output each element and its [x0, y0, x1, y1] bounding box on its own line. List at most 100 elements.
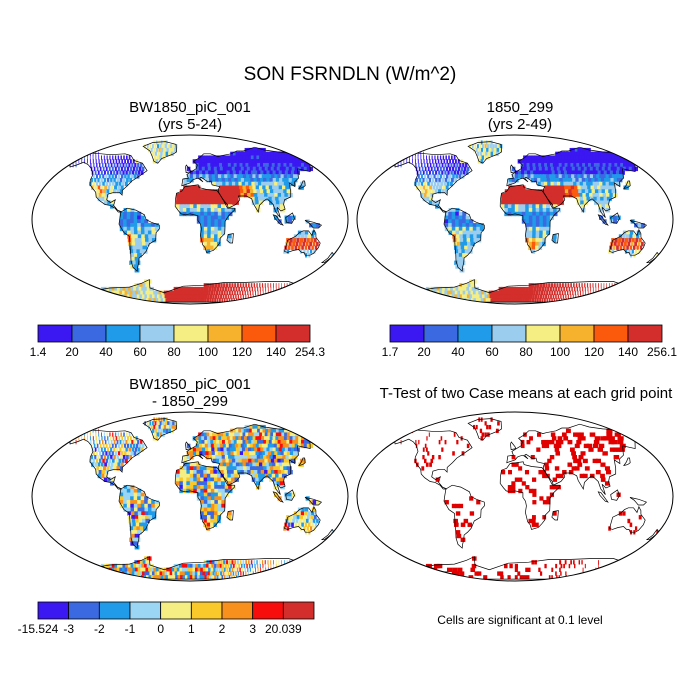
grid-cell	[274, 174, 280, 179]
grid-cell	[602, 219, 607, 224]
grid-cell	[305, 241, 309, 247]
grid-cell	[532, 162, 537, 168]
grid-cell	[126, 226, 132, 232]
grid-cell	[265, 162, 272, 168]
colorbar-box	[457, 324, 493, 343]
grid-cell	[200, 473, 205, 479]
grid-cell	[214, 492, 219, 497]
grid-cell	[207, 492, 212, 497]
grid-cell	[263, 454, 269, 460]
grid-cell	[476, 144, 479, 149]
grid-cell	[462, 283, 467, 288]
grid-cell	[205, 447, 210, 452]
grid-cell	[462, 219, 467, 224]
grid-cell	[589, 166, 596, 172]
grid-cell	[577, 159, 583, 164]
grid-cell	[203, 241, 208, 247]
grid-cell	[584, 286, 586, 292]
grid-cell	[504, 563, 508, 569]
grid-cell	[171, 147, 175, 153]
grid-cell	[480, 147, 484, 153]
grid-cell	[437, 159, 440, 164]
grid-cell	[429, 294, 436, 299]
grid-cell	[113, 466, 117, 471]
grid-cell	[254, 563, 256, 569]
grid-cell	[189, 575, 193, 580]
grid-cell	[566, 159, 572, 164]
grid-cell	[258, 200, 264, 205]
grid-cell	[290, 181, 296, 187]
grid-cell	[157, 571, 162, 576]
grid-cell	[232, 159, 238, 164]
grid-cell	[294, 170, 300, 175]
grid-cell	[243, 428, 249, 434]
grid-cell	[596, 298, 599, 303]
grid-cell	[217, 511, 222, 516]
grid-cell	[479, 226, 485, 232]
grid-cell	[478, 298, 483, 303]
grid-cell	[217, 174, 223, 179]
grid-cell	[528, 155, 533, 160]
grid-cell	[458, 286, 464, 292]
grid-cell	[476, 500, 481, 505]
grid-cell	[122, 447, 125, 452]
grid-cell	[251, 181, 257, 187]
grid-cell	[169, 144, 173, 149]
grid-cell	[112, 159, 115, 164]
grid-cell	[280, 174, 287, 179]
grid-cell	[213, 522, 218, 527]
grid-cell	[597, 447, 604, 452]
grid-cell	[215, 454, 220, 460]
grid-cell	[622, 511, 626, 516]
grid-cell	[592, 294, 594, 299]
grid-cell	[145, 241, 150, 247]
grid-cell	[279, 481, 285, 486]
grid-cell	[299, 294, 302, 299]
grid-cell	[535, 166, 540, 172]
grid-cell	[199, 294, 203, 299]
grid-cell	[137, 211, 142, 217]
grid-cell	[626, 286, 629, 292]
grid-cell	[195, 447, 200, 452]
grid-cell	[609, 283, 610, 288]
grid-cell	[285, 575, 288, 580]
grid-cell	[139, 283, 145, 288]
grid-cell	[465, 215, 470, 220]
grid-cell	[624, 294, 627, 299]
grid-cell	[548, 189, 553, 194]
grid-cell	[507, 204, 512, 209]
grid-cell	[253, 155, 259, 160]
grid-cell	[221, 439, 227, 445]
grid-cell	[116, 575, 123, 580]
grid-cell	[257, 290, 259, 296]
grid-cell	[525, 290, 529, 296]
grid-cell	[274, 575, 276, 580]
grid-cell	[484, 144, 487, 149]
grid-cell	[207, 211, 212, 217]
grid-cell	[611, 189, 617, 194]
grid-cell	[272, 294, 274, 299]
grid-cell	[531, 245, 536, 250]
grid-cell	[200, 196, 205, 202]
grid-cell	[142, 290, 148, 296]
grid-cell	[142, 560, 148, 565]
grid-cell	[133, 286, 139, 292]
grid-cell	[575, 177, 581, 183]
grid-cell	[154, 500, 159, 505]
grid-cell	[203, 223, 208, 228]
grid-cell	[119, 492, 124, 497]
grid-cell	[283, 575, 286, 580]
grid-cell	[435, 185, 439, 190]
colorbar-box	[282, 601, 315, 620]
grid-cell	[621, 238, 625, 243]
grid-cell	[250, 193, 256, 198]
grid-cell	[183, 458, 188, 464]
grid-cell	[469, 286, 474, 292]
grid-cell	[189, 189, 194, 194]
grid-cell	[451, 211, 456, 217]
grid-cell	[447, 177, 451, 183]
grid-cell	[551, 189, 556, 194]
grid-cell	[507, 575, 511, 580]
grid-cell	[107, 439, 110, 445]
grid-cell	[169, 421, 173, 426]
